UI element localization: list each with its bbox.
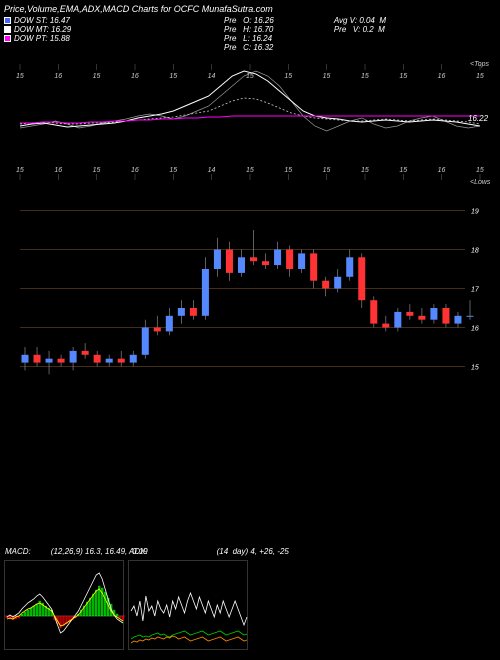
svg-text:15: 15 [471, 365, 479, 372]
chart-section: 15 15 16 16 15 15 16 16 15 15 14 14 15 15 15 15 15 15 15 15… [0, 56, 500, 396]
svg-text:18: 18 [471, 248, 479, 255]
svg-text:16: 16 [54, 167, 62, 174]
svg-text:15: 15 [246, 73, 254, 80]
svg-text:16.22: 16.22 [468, 114, 489, 123]
svg-text:16: 16 [131, 73, 139, 80]
svg-text:<Lows: <Lows [470, 179, 491, 186]
svg-text:15: 15 [399, 73, 407, 80]
svg-text:15: 15 [16, 73, 24, 80]
svg-text:15: 15 [169, 73, 177, 80]
indicators-row: MACD: (12,26,9) 16.3, 16.49, -0.19 ADX: … [0, 556, 500, 654]
svg-text:15: 15 [93, 73, 101, 80]
svg-text:15: 15 [361, 167, 369, 174]
svg-text:17: 17 [471, 287, 480, 294]
svg-text:15: 15 [323, 73, 331, 80]
svg-text:15: 15 [361, 73, 369, 80]
header-stats: DOW ST: 16.47 DOW MT: 16.29 DOW PT: 15.8… [4, 16, 496, 52]
ohlc-stats: Pre O: 16.26 Pre H: 16.70 Pre L: 16.24 P… [224, 16, 274, 52]
dow-st: DOW ST: 16.47 [4, 16, 164, 25]
adx-label: ADX: (14 day) 4, +26, -25 [129, 547, 289, 556]
svg-text:15: 15 [284, 167, 292, 174]
header: Price,Volume,EMA,ADX,MACD Charts for OCF… [0, 0, 500, 56]
svg-text:15: 15 [476, 167, 484, 174]
svg-text:15: 15 [16, 167, 24, 174]
svg-text:15: 15 [399, 167, 407, 174]
svg-text:19: 19 [471, 209, 479, 216]
svg-text:16: 16 [471, 326, 479, 333]
dow-pt: DOW PT: 15.88 [4, 34, 164, 43]
macd-label: MACD: (12,26,9) 16.3, 16.49, -0.19 [5, 547, 148, 556]
volume-stats: Avg V: 0.04 M Pre V: 0.2 M [334, 16, 386, 52]
svg-text:15: 15 [284, 73, 292, 80]
ema-chart: 15 15 16 16 15 15 16 16 15 15 14 14 15 15 15 15 15 15 15 15… [0, 56, 500, 186]
svg-text:14: 14 [208, 167, 216, 174]
svg-text:<Tops: <Tops [470, 61, 490, 68]
svg-text:16: 16 [131, 167, 139, 174]
svg-text:16: 16 [54, 73, 62, 80]
svg-text:15: 15 [93, 167, 101, 174]
svg-text:15: 15 [169, 167, 177, 174]
dow-stats: DOW ST: 16.47 DOW MT: 16.29 DOW PT: 15.8… [4, 16, 164, 52]
svg-text:16: 16 [438, 73, 446, 80]
dow-mt: DOW MT: 16.29 [4, 25, 164, 34]
page-title: Price,Volume,EMA,ADX,MACD Charts for OCF… [4, 4, 496, 14]
svg-text:14: 14 [208, 73, 216, 80]
svg-text:15: 15 [246, 167, 254, 174]
svg-text:15: 15 [323, 167, 331, 174]
macd-box: MACD: (12,26,9) 16.3, 16.49, -0.19 [4, 560, 124, 650]
svg-text:16: 16 [438, 167, 446, 174]
candle-chart: 19 18 17 16 15 [0, 186, 500, 396]
adx-box: ADX: (14 day) 4, +26, -25 [128, 560, 248, 650]
svg-text:15: 15 [476, 73, 484, 80]
